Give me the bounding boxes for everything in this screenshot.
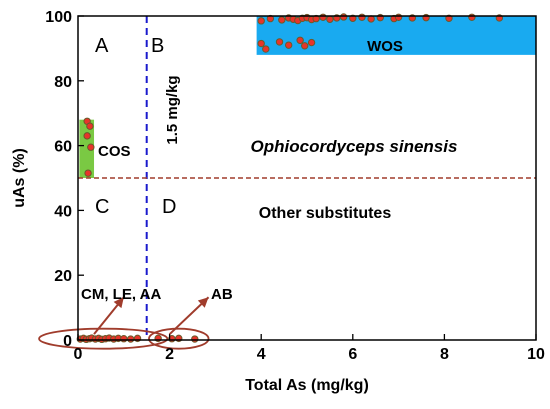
quadrant-c-label: C — [95, 196, 109, 218]
y-tick-label: 40 — [54, 203, 72, 220]
group-ellipses-layer — [38, 327, 210, 350]
data-point — [191, 335, 199, 343]
reference-lines-layer — [78, 16, 536, 340]
data-point — [83, 132, 91, 140]
x-tick-label: 10 — [527, 346, 545, 363]
arrows-layer — [93, 296, 210, 335]
data-point — [120, 335, 128, 343]
data-point — [257, 17, 265, 25]
data-point — [296, 36, 304, 44]
data-point — [87, 143, 95, 151]
group2-ellipse — [148, 327, 210, 350]
data-point — [307, 38, 316, 47]
data-point — [126, 335, 135, 343]
quadrant-b-label: B — [151, 35, 164, 57]
group2-arrow-head — [197, 297, 209, 308]
cos-label: COS — [98, 143, 131, 160]
upper-region-label: Ophiocordyceps sinensis — [251, 137, 458, 156]
data-point — [394, 13, 403, 21]
y-tick-label: 0 — [63, 333, 72, 350]
vline-label: 1.5 mg/kg — [164, 75, 181, 144]
plot-frame — [77, 15, 537, 341]
x-tick-label: 2 — [165, 346, 174, 363]
data-point — [358, 13, 366, 21]
data-point — [468, 13, 476, 21]
data-point — [86, 122, 94, 130]
group1-label: CM, LE, AA — [81, 286, 161, 303]
data-point — [326, 15, 334, 23]
data-point — [278, 16, 286, 24]
lower-region-label: Other substitutes — [259, 205, 392, 222]
data-point — [257, 39, 265, 48]
x-tick-label: 8 — [440, 346, 449, 363]
data-point — [301, 42, 309, 50]
wos-label: WOS — [367, 38, 403, 55]
x-tick-label: 4 — [257, 346, 266, 363]
y-axis-title: uAs (%) — [11, 148, 28, 208]
quadrant-d-label: D — [162, 196, 176, 218]
data-point — [262, 45, 270, 53]
group1-arrow-head — [113, 297, 124, 309]
x-axis-title: Total As (mg/kg) — [245, 377, 369, 394]
data-point — [339, 13, 348, 21]
y-tick-label: 60 — [54, 139, 72, 156]
y-tick-label: 100 — [45, 9, 72, 26]
data-point — [284, 41, 293, 49]
group2-label: AB — [211, 286, 233, 303]
data-point — [275, 38, 284, 46]
x-tick-label: 0 — [74, 346, 83, 363]
data-point — [84, 169, 92, 177]
y-tick-label: 80 — [54, 74, 72, 91]
data-point — [319, 13, 327, 21]
x-tick-label: 6 — [348, 346, 357, 363]
group1-ellipse — [38, 327, 169, 350]
y-tick-label: 20 — [54, 268, 72, 285]
quadrant-a-label: A — [95, 35, 109, 57]
